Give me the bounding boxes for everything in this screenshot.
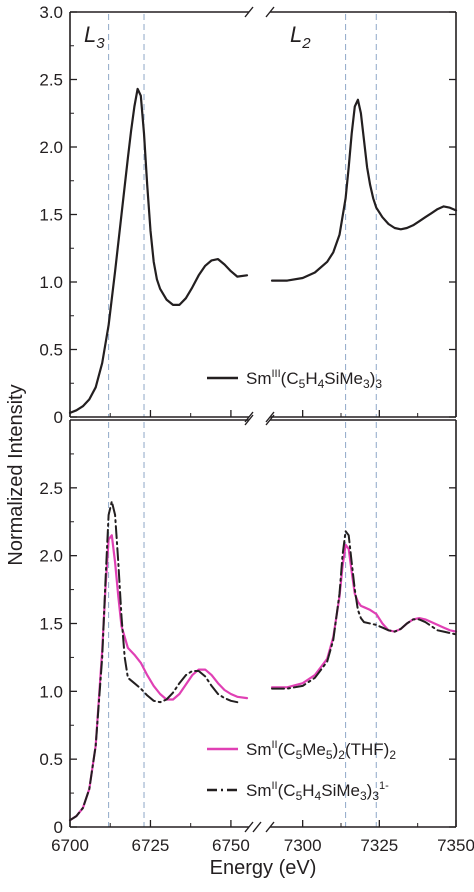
top-top-break-mark-2	[265, 6, 275, 18]
xtick-label: 6700	[51, 836, 89, 855]
xtick-label: 7350	[437, 836, 474, 855]
top-ytick-label: 2.0	[39, 138, 63, 157]
bottom-series-2-left-line	[69, 500, 239, 822]
bottom-ytick-label: 1.0	[39, 682, 63, 701]
xtick-label: 6725	[132, 836, 170, 855]
top-legend-label-1: SmIII(C5H4SiMe3)3	[246, 368, 382, 391]
x-axis-title: Energy (eV)	[210, 857, 317, 879]
bottom-bottom-break-mark-1	[244, 821, 254, 833]
top-series-1-left-line	[68, 87, 249, 414]
ticks-layer	[69, 11, 457, 828]
axis-break-mark	[252, 821, 262, 833]
top-series-1-right-line	[270, 98, 458, 282]
xtick-label: 7300	[284, 836, 322, 855]
top-bottom-break-mark-2	[265, 411, 275, 423]
bottom-ytick-label: 2.0	[39, 547, 63, 566]
y-axis-title: Normalized Intensity	[5, 384, 27, 565]
bottom-top-break-mark-2	[265, 414, 275, 426]
series-layer	[68, 87, 458, 822]
bottom-bottom-break-mark-2	[265, 821, 275, 833]
text-layer: 0 0.5 1.0 1.5 2.0 2.5 3.0 L3 L2 SmIII(C5H4SiMe3)3…	[39, 3, 474, 855]
bottom-top-break-mark-1	[244, 414, 254, 426]
top-ytick-label: 2.5	[39, 71, 63, 90]
top-ytick-label: 1.5	[39, 206, 63, 225]
bottom-ytick-label: 0	[54, 818, 63, 837]
top-ytick-label: 0.5	[39, 341, 63, 360]
edge-label-right: L2	[290, 22, 311, 52]
top-top-break-mark-1	[244, 6, 254, 18]
bottom-legend-label-1: SmII(C5Me5)2(THF)2	[246, 739, 396, 762]
bottom-ytick-label: 0.5	[39, 750, 63, 769]
edge-label-left: L3	[84, 22, 105, 52]
bottom-series-1-right-line	[270, 543, 458, 689]
top-ytick-label: 1.0	[39, 273, 63, 292]
frame-layer	[69, 6, 457, 833]
bottom-ytick-label: 1.5	[39, 615, 63, 634]
bottom-series-2-right-line	[271, 530, 457, 690]
top-ytick-label: 3.0	[39, 3, 63, 22]
xtick-label: 7325	[360, 836, 398, 855]
top-ytick-label: 0	[54, 408, 63, 427]
bottom-ytick-label: 2.5	[39, 479, 63, 498]
bottom-series-1-left-line	[68, 534, 249, 822]
xtick-label: 6750	[212, 836, 250, 855]
bottom-legend-label-2: SmII(C5H4SiMe3)31-	[246, 780, 389, 803]
